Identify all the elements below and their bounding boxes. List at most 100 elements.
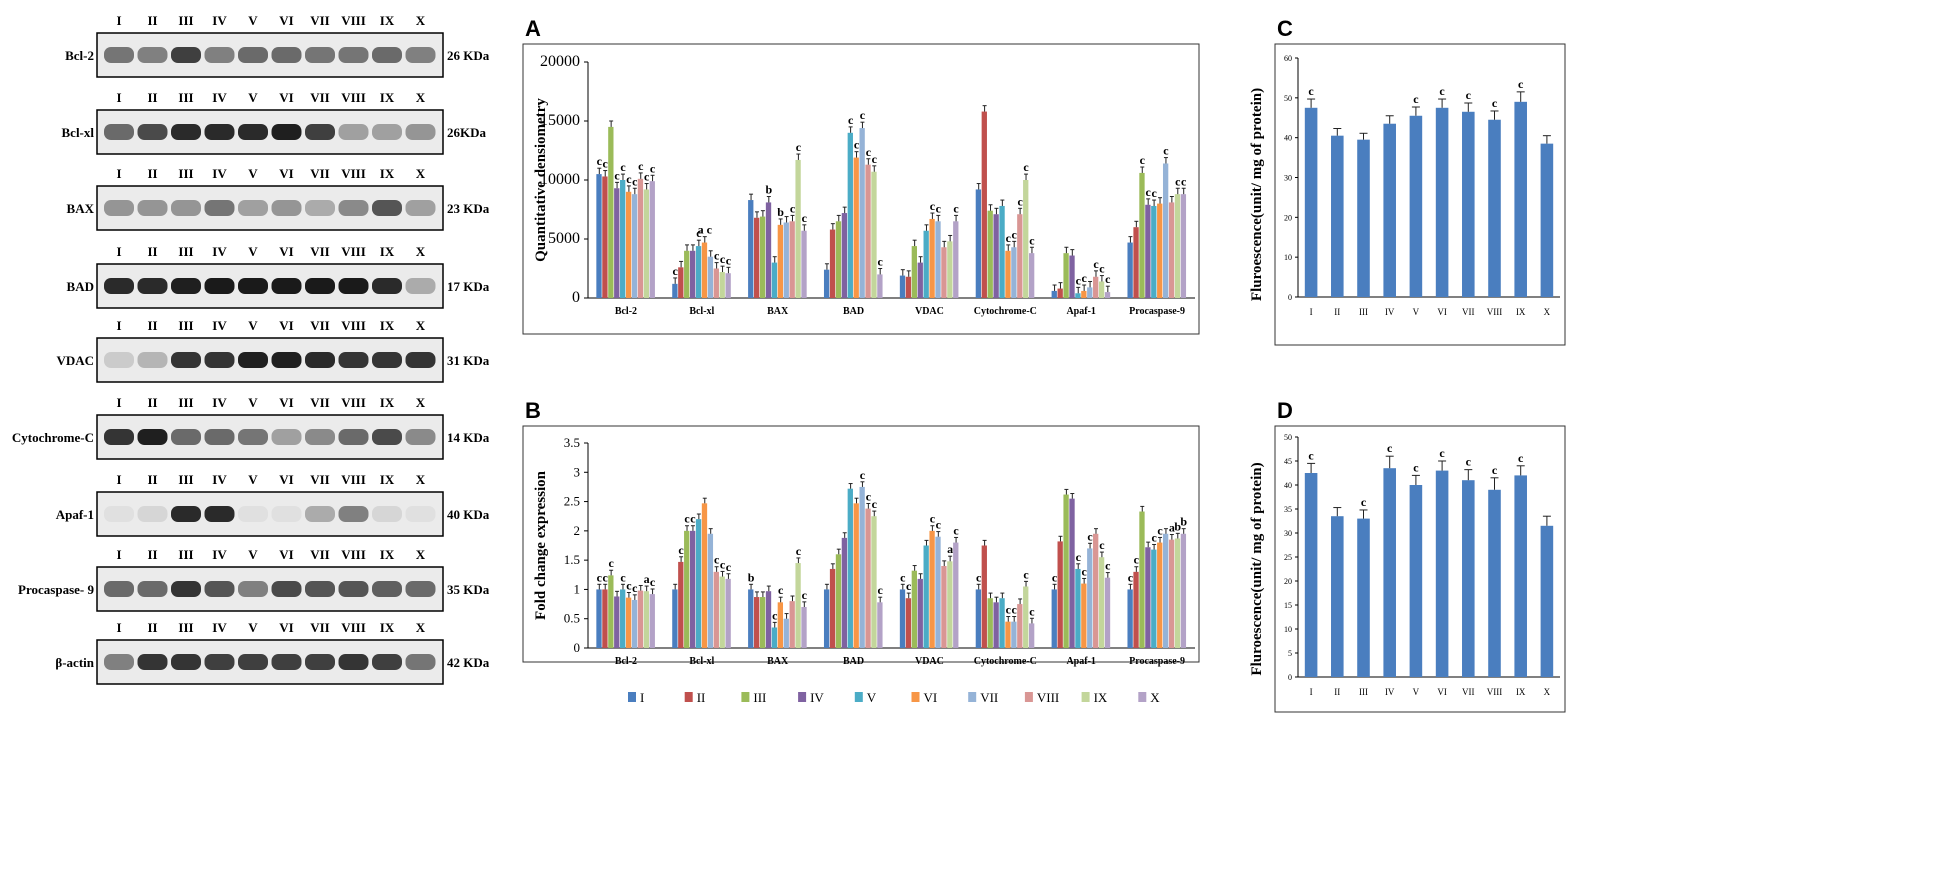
significance-label: c — [878, 255, 884, 269]
significance-label: c — [900, 570, 906, 584]
blot-lane-label: III — [178, 547, 193, 562]
category-label: III — [1359, 687, 1368, 697]
blot-protein-name: Bcl-xl — [62, 125, 95, 140]
bar — [1180, 533, 1187, 648]
blot-band — [104, 654, 134, 670]
blot-lane-label: IV — [212, 166, 227, 181]
blot-lane-label: III — [178, 620, 193, 635]
significance-label: c — [678, 543, 684, 557]
bar — [1174, 538, 1181, 648]
blot-lane-label: X — [416, 13, 426, 28]
bar — [1162, 533, 1169, 648]
bar — [1157, 542, 1163, 648]
blot-band — [305, 581, 335, 597]
bar — [981, 545, 987, 648]
bar — [759, 216, 766, 298]
significance-label: c — [614, 168, 620, 182]
blot-lane-label: VII — [310, 395, 330, 410]
blot-band — [104, 200, 134, 216]
bar — [719, 576, 725, 648]
bar — [975, 189, 982, 298]
bar — [789, 601, 795, 648]
blot-lane-label: V — [248, 244, 258, 259]
bar — [1304, 107, 1318, 298]
blot-band — [405, 506, 436, 522]
significance-label: c — [1308, 448, 1314, 462]
blot-band — [104, 124, 134, 140]
y-tick-label: 50 — [1284, 94, 1292, 103]
blot-lane-label: I — [116, 472, 121, 487]
y-tick-label: 15 — [1284, 601, 1292, 610]
blot-band — [305, 654, 335, 670]
bar — [608, 575, 614, 648]
blot-band — [171, 581, 201, 597]
bar — [684, 530, 690, 648]
bar — [1075, 568, 1081, 648]
significance-label: c — [1029, 604, 1035, 618]
category-label: VII — [1462, 307, 1475, 317]
bar — [847, 132, 853, 298]
significance-label: c — [1081, 271, 1087, 285]
bar — [1145, 204, 1151, 298]
blot-lane-label: II — [147, 244, 157, 259]
blot-lane-label: V — [248, 13, 258, 28]
blot-band — [171, 654, 201, 670]
blot-lane-label: V — [248, 472, 258, 487]
blot-band — [271, 352, 302, 368]
bar — [911, 246, 918, 298]
bar — [795, 563, 801, 648]
significance-label: b — [1180, 515, 1187, 529]
significance-label: c — [626, 172, 632, 186]
legend-label: IV — [810, 690, 824, 705]
bar — [765, 591, 772, 648]
bar — [1005, 250, 1011, 298]
category-label: I — [1310, 307, 1313, 317]
y-tick-label: 0 — [1288, 673, 1292, 682]
legend-swatch — [628, 692, 636, 702]
blot-band — [305, 429, 335, 445]
bar — [1023, 180, 1029, 298]
blot-lane-label: VII — [310, 472, 330, 487]
significance-label: c — [953, 201, 959, 215]
blot-band — [271, 47, 302, 63]
y-tick-label: 30 — [1284, 174, 1292, 183]
bar — [637, 590, 644, 648]
bar — [841, 537, 848, 648]
legend-label: VII — [980, 690, 998, 705]
blot-lane-label: VIII — [341, 318, 366, 333]
significance-label: b — [748, 570, 755, 584]
y-tick-label: 30 — [1284, 529, 1292, 538]
significance-label: c — [872, 497, 878, 511]
significance-label: c — [1492, 463, 1498, 477]
chart-frame — [1274, 425, 1566, 713]
bar — [759, 597, 766, 648]
category-label: V — [1413, 687, 1420, 697]
y-tick-label: 60 — [1284, 54, 1292, 63]
bar — [1168, 202, 1175, 298]
bar — [1069, 255, 1075, 298]
significance-label: c — [936, 518, 942, 532]
blot-band — [271, 429, 302, 445]
blot-lane-label: III — [178, 318, 193, 333]
blot-band — [338, 200, 369, 216]
blot-band — [137, 200, 168, 216]
blot-band — [171, 429, 201, 445]
blot-band — [271, 200, 302, 216]
blot-lane-label: VIII — [341, 13, 366, 28]
legend-swatch — [1024, 692, 1033, 702]
bar — [608, 126, 614, 299]
blot-lane-label: VI — [279, 395, 293, 410]
blot-band — [405, 581, 436, 597]
panel-label: C — [1277, 16, 1293, 41]
significance-label: c — [1151, 530, 1157, 544]
blot-band — [405, 654, 436, 670]
bar — [853, 157, 859, 298]
blot-lane-label: VI — [279, 244, 293, 259]
bar — [771, 627, 778, 648]
y-tick-label: 50 — [1284, 433, 1292, 442]
blot-protein-name: β-actin — [55, 655, 94, 670]
legend-swatch — [968, 692, 977, 702]
blot-band — [171, 278, 201, 294]
